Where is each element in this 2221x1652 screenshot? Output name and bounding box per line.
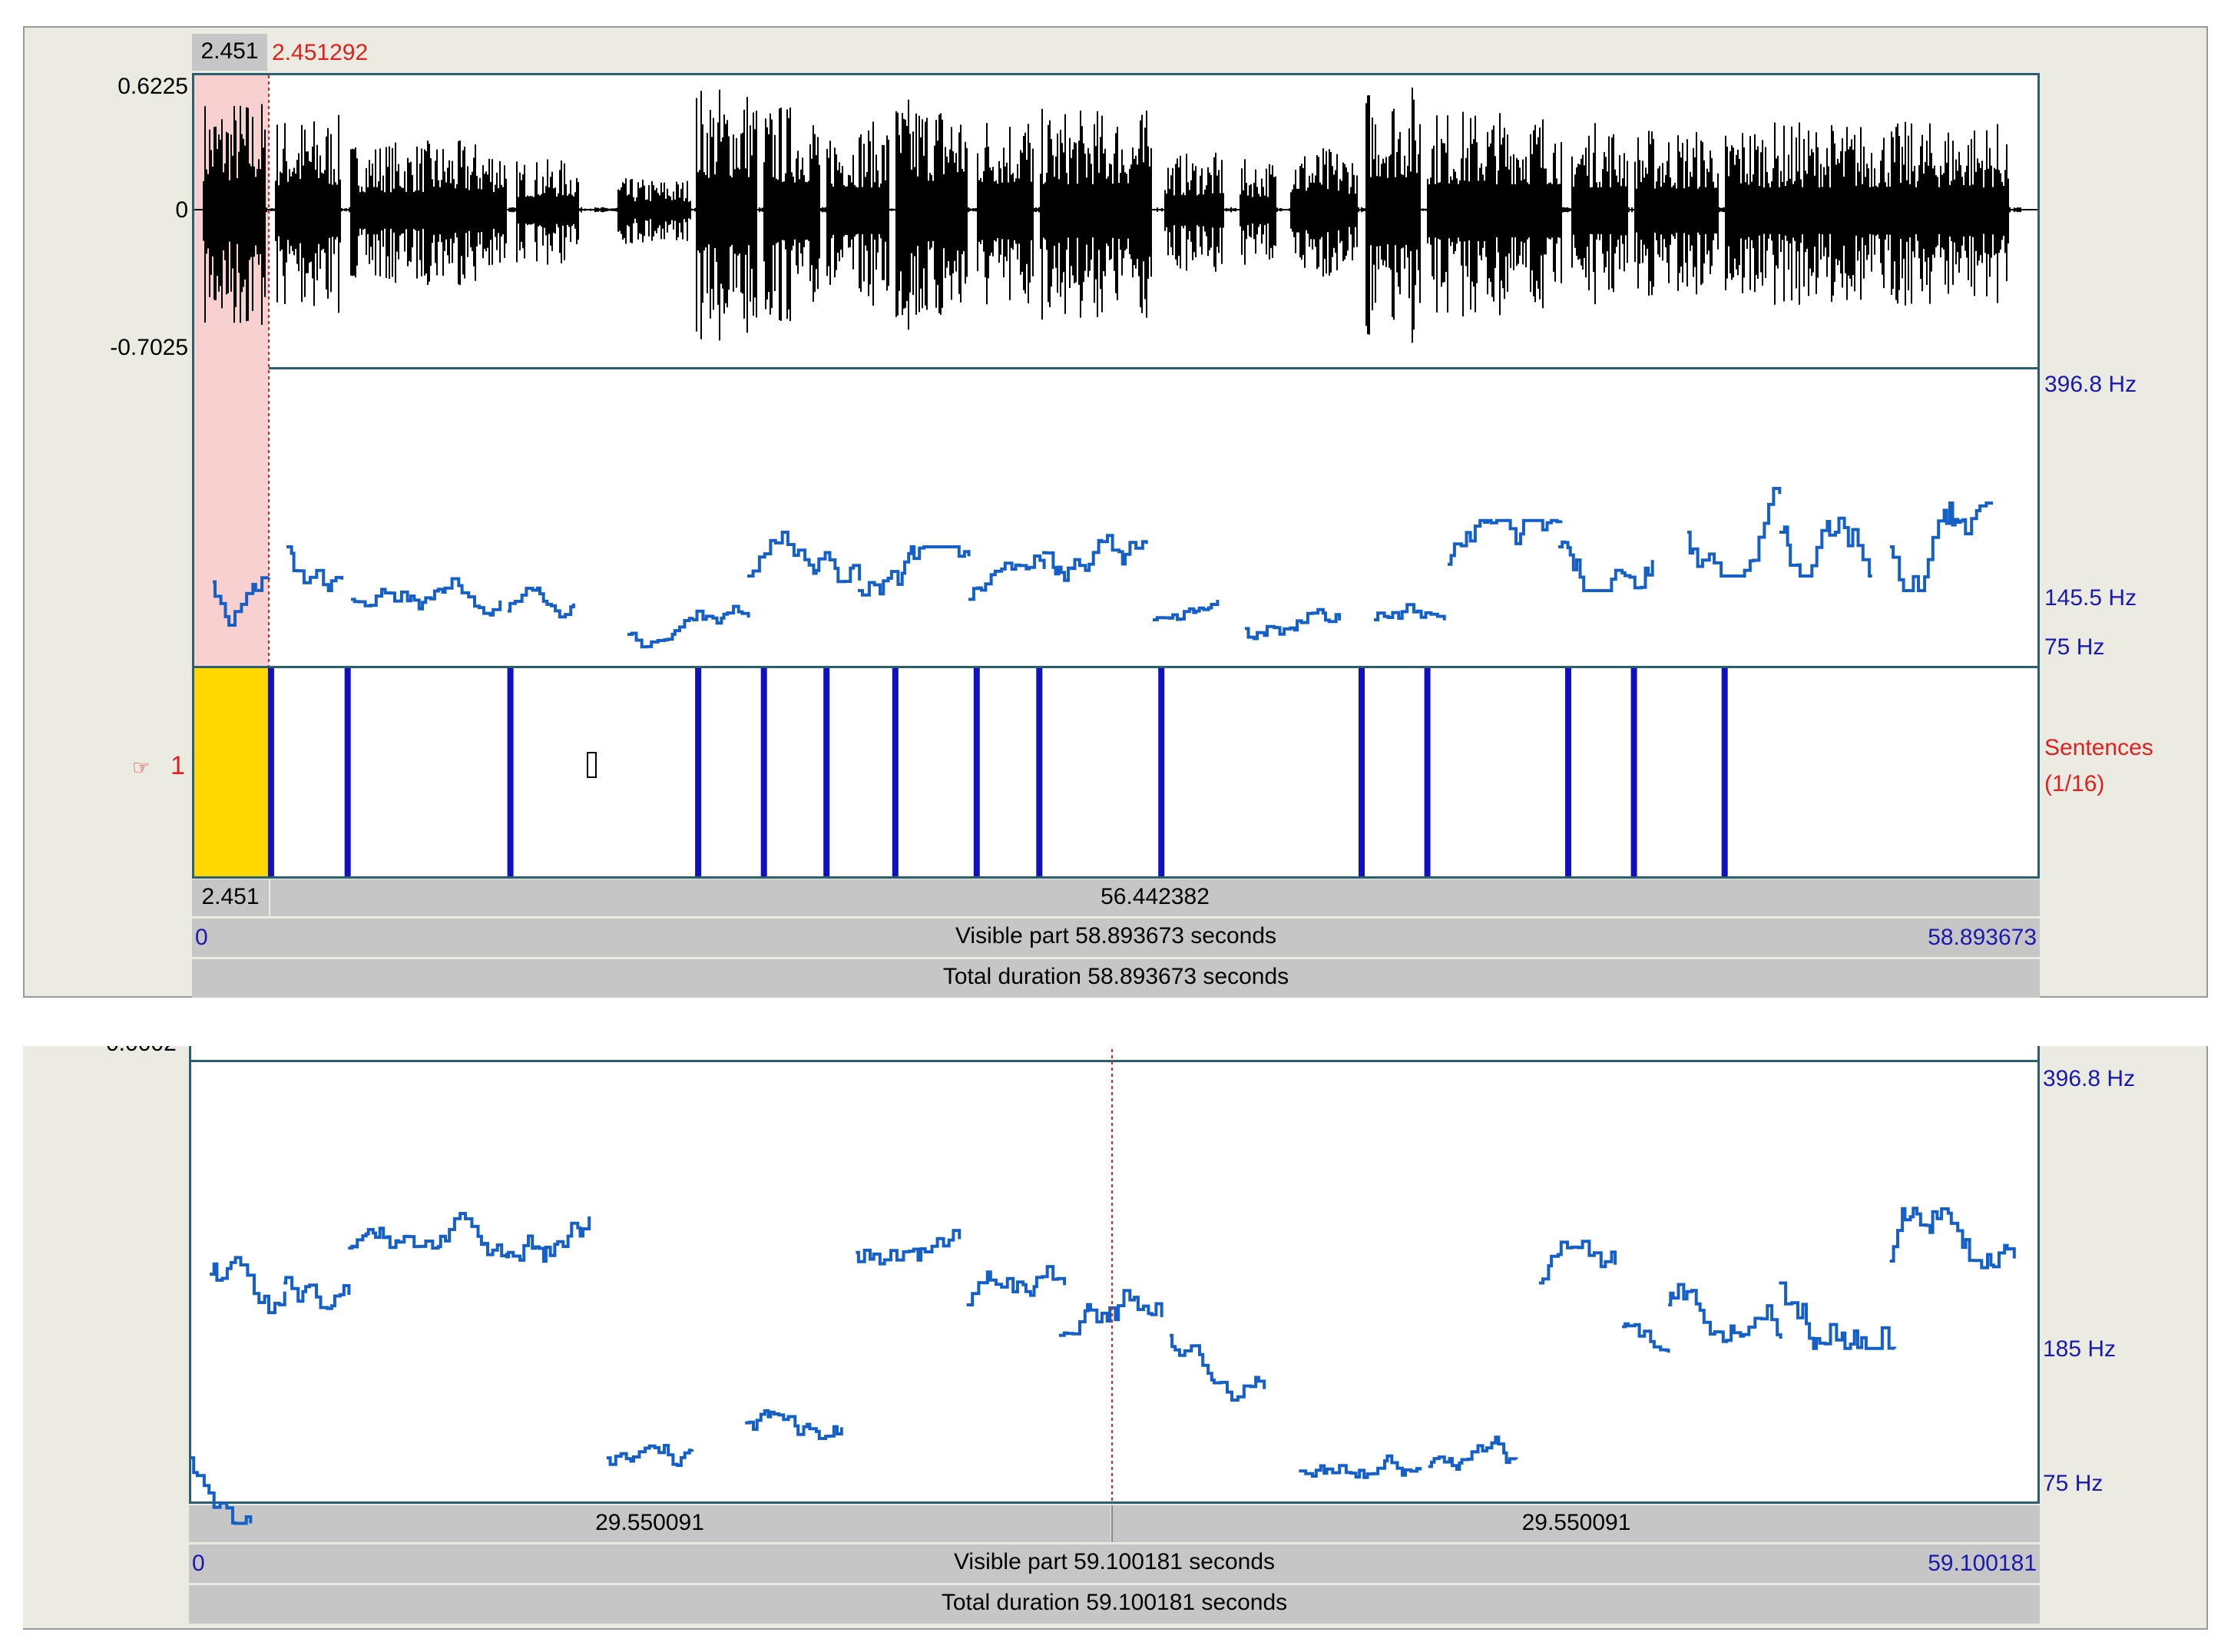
tier-boundary-3 bbox=[507, 668, 514, 876]
tier-count: (1/16) bbox=[2044, 771, 2105, 796]
selection-left-value: 2.451 bbox=[201, 884, 260, 909]
visible-end-2: 59.100181 bbox=[1928, 1551, 2037, 1576]
pitch-top-label: 396.8 Hz bbox=[2044, 372, 2137, 397]
pitch2-contour bbox=[191, 1207, 2016, 1525]
tier-boundary-6 bbox=[823, 668, 830, 876]
tier-pointer-icon[interactable]: ☞ bbox=[132, 756, 151, 779]
tier-boundary-4 bbox=[695, 668, 702, 876]
split-left-value: 29.550091 bbox=[595, 1510, 704, 1535]
waveform-zero-label: 0 bbox=[175, 197, 188, 223]
visible-part-label-2: Visible part 59.100181 seconds bbox=[953, 1549, 1276, 1574]
textgrid-tier-sentences[interactable] bbox=[192, 666, 2040, 879]
pitch2-mid-label: 185 Hz bbox=[2043, 1336, 2117, 1362]
tier-boundary-8 bbox=[973, 668, 980, 876]
pitch-area[interactable] bbox=[192, 369, 2040, 666]
waveform-trace bbox=[203, 88, 2021, 343]
visible-end: 58.893673 bbox=[1928, 925, 2037, 950]
split-right-value: 29.550091 bbox=[1521, 1510, 1631, 1535]
tier-boundary-14 bbox=[1630, 668, 1637, 876]
pitch2-top-label: 396.8 Hz bbox=[2043, 1066, 2136, 1091]
cursor-time-value: 2.451 bbox=[200, 38, 259, 64]
waveform-max-label: 0.6225 bbox=[118, 74, 188, 99]
tier-boundary-2 bbox=[344, 668, 351, 876]
pitch-contour bbox=[213, 487, 1994, 649]
text-caret-icon bbox=[587, 752, 597, 778]
tier-boundary-5 bbox=[760, 668, 767, 876]
total-duration-bar-2[interactable]: Total duration 59.100181 seconds bbox=[189, 1585, 2040, 1624]
tier-boundary-13 bbox=[1565, 668, 1571, 876]
waveform-bottom-edge bbox=[189, 1060, 2040, 1062]
visible-start: 0 bbox=[195, 925, 208, 950]
selection-left-segment[interactable]: 2.451 bbox=[192, 879, 269, 916]
tier-name[interactable]: Sentences bbox=[2044, 735, 2153, 760]
tier-boundary-10 bbox=[1158, 668, 1165, 876]
cropped-waveform-label: 0.0002 bbox=[106, 1031, 177, 1056]
tier-boundary-1 bbox=[267, 668, 274, 876]
total-duration-label: Total duration 58.893673 seconds bbox=[942, 964, 1289, 989]
tier-boundary-15 bbox=[1721, 668, 1728, 876]
tier-boundary-9 bbox=[1036, 668, 1043, 876]
waveform-min-label: -0.7025 bbox=[110, 335, 188, 360]
total-duration-label-2: Total duration 59.100181 seconds bbox=[941, 1590, 1288, 1615]
total-duration-bar[interactable]: Total duration 58.893673 seconds bbox=[192, 959, 2040, 998]
selection-right-segment[interactable]: 56.442382 bbox=[270, 879, 2040, 916]
visible-part-label: Visible part 58.893673 seconds bbox=[955, 923, 1277, 948]
tier-number: 1 bbox=[170, 751, 185, 780]
tier-boundary-12 bbox=[1424, 668, 1431, 876]
visible-start-2: 0 bbox=[192, 1551, 205, 1576]
pitch-mid-label: 145.5 Hz bbox=[2044, 585, 2137, 611]
visible-part-bar-2[interactable]: 0 Visible part 59.100181 seconds 59.1001… bbox=[189, 1544, 2040, 1583]
tier-boundary-11 bbox=[1359, 668, 1365, 876]
cursor-time-exact: 2.451292 bbox=[272, 40, 369, 65]
cursor-time-box: 2.451 bbox=[192, 34, 267, 71]
split-left-segment[interactable]: 29.550091 bbox=[189, 1505, 1110, 1542]
selected-interval[interactable] bbox=[194, 668, 269, 876]
tier-boundary-7 bbox=[892, 668, 899, 876]
selection-right-value: 56.442382 bbox=[1101, 884, 1210, 909]
split-right-segment[interactable]: 29.550091 bbox=[1113, 1505, 2040, 1542]
pitch2-bottom-label: 75 Hz bbox=[2043, 1471, 2103, 1496]
pitch-bottom-label: 75 Hz bbox=[2044, 634, 2105, 660]
pitch-area-zoomed[interactable] bbox=[189, 1046, 2040, 1504]
visible-part-bar[interactable]: 0 Visible part 58.893673 seconds 58.8936… bbox=[192, 919, 2040, 957]
